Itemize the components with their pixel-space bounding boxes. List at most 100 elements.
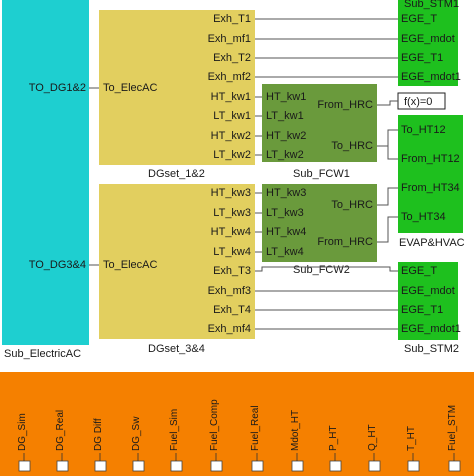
dgset34-name: DGset_3&4 (148, 343, 205, 355)
signal-label: DG Diff (93, 418, 104, 451)
signal-port-dg-sw[interactable]: DG_Sw (131, 416, 145, 472)
stm2-port-in: EGE_mdot (401, 285, 455, 297)
dgset34-port-out: Exh_mf4 (208, 323, 251, 335)
signal-port-icon (329, 460, 342, 472)
fcw1-port-out: From_HRC (317, 99, 373, 111)
fcn-label: f(x)=0 (404, 96, 432, 108)
bottom-signal-block[interactable] (0, 372, 474, 476)
signal-label: P_HT (328, 425, 339, 451)
signal-port-mdot-ht[interactable]: Mdot_HT (290, 410, 304, 472)
signal-port-icon (210, 460, 223, 472)
sub-fcw2-block[interactable] (262, 184, 377, 262)
evap-port-in: To_HT12 (401, 124, 446, 136)
dgset12-port-out: HT_kw1 (211, 91, 251, 103)
fcw1-port-in: LT_kw1 (266, 110, 304, 122)
signal-port-q-ht[interactable]: Q_HT (367, 424, 381, 472)
signal-port-icon (407, 460, 420, 472)
signal-port-fuel-sim[interactable]: Fuel_Sim (169, 409, 183, 472)
signal-port-dg-real[interactable]: DG_Real (55, 410, 69, 472)
sub-fcw1-name: Sub_FCW1 (293, 168, 350, 180)
signal-port-fuel-real[interactable]: Fuel_Real (250, 405, 264, 472)
dgset12-port-out: Exh_T2 (213, 52, 251, 64)
stm1-port-in: EGE_mdot1 (401, 71, 461, 83)
evap-hvac-block[interactable] (398, 115, 463, 233)
dgset12-port-out: Exh_T1 (213, 13, 251, 25)
sub-electricac-name: Sub_ElectricAC (4, 348, 81, 360)
fcw1-port-in: HT_kw1 (266, 91, 306, 103)
signal-wires (89, 18, 398, 330)
signal-port-fuel-comp[interactable]: Fuel_Comp (209, 399, 223, 472)
sub-fcw2-name: Sub_FCW2 (293, 264, 350, 276)
stm2-port-in: EGE_T (401, 265, 437, 277)
signal-port-icon (56, 460, 69, 472)
stm1-port-in: EGE_mdot (401, 33, 455, 45)
evap-port-in: To_HT34 (401, 211, 446, 223)
signal-label: Q_HT (367, 424, 378, 451)
sub-stm1-block[interactable] (398, 0, 458, 86)
stm2-port-in: EGE_T1 (401, 304, 443, 316)
sub-stm2-block[interactable] (398, 262, 458, 340)
signal-label: Fuel_STM (447, 405, 458, 451)
fcw1-port-in: LT_kw2 (266, 149, 304, 161)
signal-label: Fuel_Real (250, 405, 261, 451)
dgset34-port-out: Exh_T4 (213, 304, 251, 316)
signal-port-icon (132, 460, 145, 472)
evap-port-in: From_HT34 (401, 182, 460, 194)
fcw2-port-out: From_HRC (317, 236, 373, 248)
dgset12-port-out: HT_kw2 (211, 130, 251, 142)
evap-hvac-name: EVAP&HVAC (399, 237, 465, 249)
fcw2-port-in: HT_kw3 (266, 187, 306, 199)
dgset34-port-out: HT_kw4 (211, 226, 251, 238)
dgset34-block[interactable] (99, 184, 255, 339)
fcw2-port-in: HT_kw4 (266, 226, 306, 238)
signal-port-fuel-stm[interactable]: Fuel_STM (447, 405, 461, 472)
dgset12-port-out: LT_kw1 (213, 110, 251, 122)
signal-port-dg-sim[interactable]: DG_Sim (17, 413, 31, 472)
signal-port-p-ht[interactable]: P_HT (328, 425, 342, 472)
signal-port-icon (18, 460, 31, 472)
signal-label: DG_Sim (17, 413, 28, 451)
dgset34-port-in: To_ElecAC (103, 259, 157, 271)
signal-label: Fuel_Sim (169, 409, 180, 451)
signal-label: DG_Sw (131, 416, 142, 451)
sub-electricac-block[interactable] (2, 0, 89, 345)
stm2-port-in: EGE_mdot1 (401, 323, 461, 335)
signal-port-icon (291, 460, 304, 472)
fcw2-port-in: LT_kw4 (266, 246, 304, 258)
dgset34-port-out: Exh_T3 (213, 265, 251, 277)
dgset12-port-in: To_ElecAC (103, 82, 157, 94)
dgset34-port-out: Exh_mf3 (208, 285, 251, 297)
bottom-signal-ports: DG_Sim DG_Real DG Diff DG_Sw Fuel_Sim Fu… (17, 399, 461, 472)
stm1-port-in: EGE_T1 (401, 52, 443, 64)
dgset34-port-out: HT_kw3 (211, 187, 251, 199)
dgset34-port-out: LT_kw4 (213, 246, 251, 258)
signal-label: DG_Real (55, 410, 66, 451)
fcw2-port-out: To_HRC (331, 199, 373, 211)
dgset12-name: DGset_1&2 (148, 168, 205, 180)
signal-label: Mdot_HT (290, 410, 301, 451)
signal-port-icon (368, 460, 381, 472)
electricac-port-out-2: TO_DG3&4 (29, 259, 86, 271)
evap-port-in: From_HT12 (401, 153, 460, 165)
dgset12-port-out: Exh_mf2 (208, 71, 251, 83)
dgset12-port-out: LT_kw2 (213, 149, 251, 161)
signal-label: Fuel_Comp (209, 399, 220, 451)
dgset12-block[interactable] (99, 10, 255, 165)
signal-label: T_HT (406, 426, 417, 451)
signal-port-icon (448, 460, 461, 472)
signal-port-icon (251, 460, 264, 472)
sub-stm1-name: Sub_STM1 (404, 0, 459, 10)
signal-port-icon (170, 460, 183, 472)
dgset12-port-out: Exh_mf1 (208, 33, 251, 45)
dgset34-port-out: LT_kw3 (213, 207, 251, 219)
electricac-port-out-1: TO_DG1&2 (29, 82, 86, 94)
fcw2-port-in: LT_kw3 (266, 207, 304, 219)
signal-port-dg-diff[interactable]: DG Diff (93, 418, 107, 472)
fcw1-port-out: To_HRC (331, 140, 373, 152)
sub-fcw1-block[interactable] (262, 84, 377, 162)
signal-port-t-ht[interactable]: T_HT (406, 426, 420, 472)
fcw1-port-in: HT_kw2 (266, 130, 306, 142)
sub-stm2-name: Sub_STM2 (404, 343, 459, 355)
signal-port-icon (94, 460, 107, 472)
